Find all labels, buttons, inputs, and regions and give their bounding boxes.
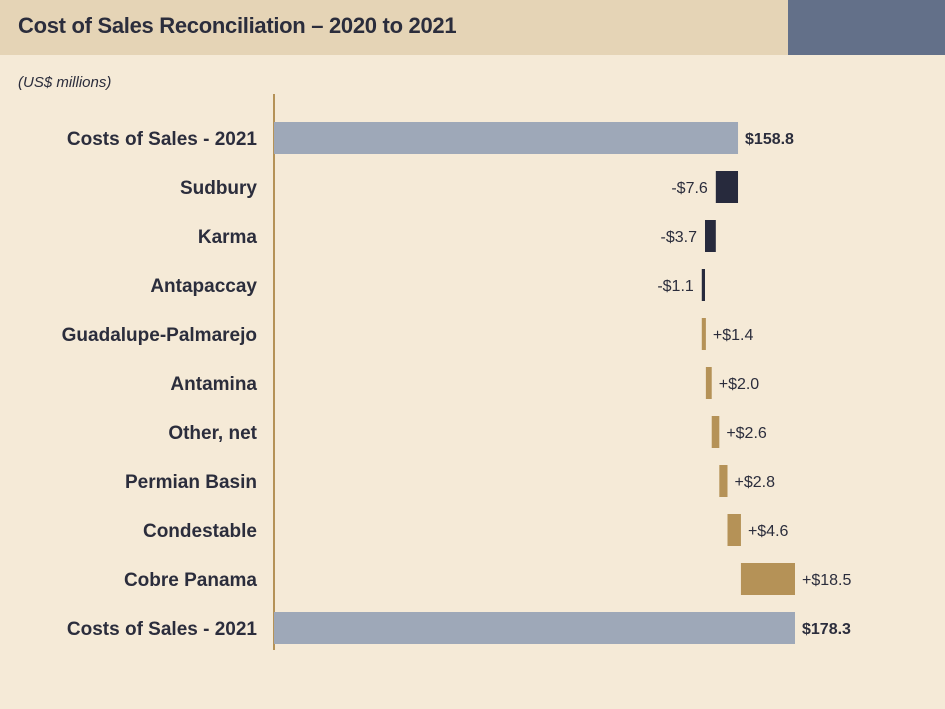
total-bar <box>274 612 795 644</box>
category-label: Permian Basin <box>125 472 257 493</box>
category-label: Cobre Panama <box>124 570 257 591</box>
total-bar <box>274 122 739 154</box>
data-label: -$1.1 <box>657 278 694 295</box>
category-label: Karma <box>198 227 258 248</box>
category-label: Costs of Sales - 2021 <box>67 619 258 640</box>
increase-bar <box>719 465 728 497</box>
data-label: +$2.0 <box>719 376 760 393</box>
chart-header <box>0 0 945 55</box>
increase-bar <box>711 416 720 448</box>
category-label: Sudbury <box>180 178 257 199</box>
increase-bar <box>727 514 741 546</box>
decrease-bar <box>701 269 706 301</box>
increase-bar <box>701 318 706 350</box>
category-label: Antapaccay <box>150 276 257 297</box>
data-label: +$18.5 <box>802 572 851 589</box>
increase-bar <box>740 563 795 595</box>
data-label: -$3.7 <box>661 229 698 246</box>
header-accent-block <box>788 0 945 55</box>
data-label: $158.8 <box>745 131 794 148</box>
data-label: $178.3 <box>802 621 851 638</box>
category-label: Condestable <box>143 521 257 542</box>
data-label: +$4.6 <box>748 523 789 540</box>
data-label: -$7.6 <box>671 180 708 197</box>
data-label: +$2.6 <box>726 425 767 442</box>
category-label: Other, net <box>168 423 257 444</box>
chart-title: Cost of Sales Reconciliation – 2020 to 2… <box>18 13 457 38</box>
category-label: Guadalupe-Palmarejo <box>62 325 257 346</box>
decrease-bar <box>705 220 716 252</box>
data-label: +$1.4 <box>713 327 754 344</box>
decrease-bar <box>715 171 739 203</box>
chart-units-subtitle: (US$ millions) <box>18 74 112 91</box>
data-label: +$2.8 <box>735 474 776 491</box>
increase-bar <box>705 367 712 399</box>
category-label: Costs of Sales - 2021 <box>67 129 258 150</box>
category-label: Antamina <box>170 374 257 395</box>
